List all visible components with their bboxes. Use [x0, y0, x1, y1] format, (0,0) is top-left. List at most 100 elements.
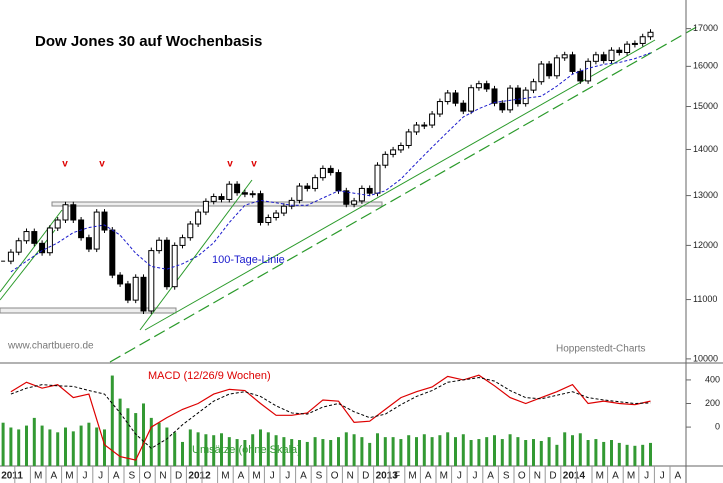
volume-bar [563, 432, 567, 466]
chart-title: Dow Jones 30 auf Wochenbasis [35, 33, 262, 50]
candle [335, 172, 342, 192]
volume-bar [547, 437, 551, 466]
volume-bar [415, 437, 418, 466]
candle [343, 190, 350, 205]
x-tick-label: N [534, 471, 541, 482]
x-tick-label: N [159, 471, 166, 482]
x-tick-label: A [50, 471, 57, 482]
volume-bar [298, 440, 301, 466]
x-tick-label: M [440, 471, 448, 482]
x-tick-label: A [238, 471, 245, 482]
y-tick-label: 16000 [693, 61, 718, 71]
candle [491, 88, 498, 104]
candle [585, 60, 592, 82]
volume-bar [360, 437, 364, 466]
volume-bar [555, 444, 559, 466]
volume-bar [274, 435, 278, 466]
candle [592, 54, 599, 62]
y-tick-label: 400 [705, 374, 720, 384]
marker: v [99, 159, 105, 170]
volume-bar [243, 440, 247, 466]
volume-bar [1, 422, 5, 466]
x-tick-label: J [644, 471, 649, 482]
candle [468, 87, 475, 112]
y-tick-label: 17000 [693, 23, 718, 33]
x-tick-label: N [347, 471, 354, 482]
volume-bar [524, 440, 528, 466]
x-tick-label: M [65, 471, 73, 482]
candle [241, 192, 248, 195]
candle [62, 204, 69, 221]
volume-bar [204, 434, 208, 466]
volume-bar [142, 403, 145, 466]
candle [577, 70, 584, 82]
x-tick-label: M [221, 471, 229, 482]
candle [327, 167, 334, 174]
x-tick-label: A [300, 471, 307, 482]
volume-bar [79, 425, 83, 466]
volume-bar [571, 435, 574, 466]
y-tick-label: 200 [705, 398, 720, 408]
candle [616, 49, 623, 54]
trend-line [144, 39, 656, 331]
volume-bar [227, 437, 231, 466]
volume-bar [9, 427, 13, 466]
volume-bar [344, 432, 348, 466]
volume-bar [337, 437, 340, 466]
volume-bar [87, 422, 91, 466]
candle [132, 276, 139, 301]
candle [7, 251, 14, 262]
volume-bar [383, 437, 387, 466]
volume-bar [251, 434, 255, 466]
volume-bar [446, 432, 450, 466]
y-tick-label: 11000 [693, 294, 717, 304]
signal-line [10, 377, 651, 449]
marker: v [227, 159, 233, 170]
candle [273, 212, 280, 219]
candle [530, 81, 537, 91]
x-tick-label: J [660, 471, 665, 482]
volume-bar [376, 433, 379, 466]
candle [218, 196, 225, 200]
candle [319, 167, 326, 179]
candle [39, 242, 46, 254]
volume-bar [64, 427, 67, 466]
candle [366, 187, 373, 194]
x-tick-label: J [457, 471, 462, 482]
x-tick-label: S [128, 471, 135, 482]
volume-bar [126, 408, 130, 466]
candle [179, 237, 186, 246]
x-tick-label: M [627, 471, 635, 482]
x-tick-label: A [113, 471, 120, 482]
macd-line [10, 374, 651, 461]
volume-bar [290, 439, 294, 466]
volume-bar [485, 437, 489, 466]
candle [31, 231, 38, 244]
candle [436, 101, 443, 115]
candle [639, 36, 646, 44]
candle [234, 183, 241, 194]
volume-bar [500, 439, 504, 466]
x-tick-label: D [175, 471, 182, 482]
volume-bar [641, 444, 645, 466]
candle [475, 83, 482, 89]
volume-bar [118, 398, 122, 466]
x-tick-label: J [285, 471, 290, 482]
candle [600, 54, 607, 62]
candle [140, 276, 147, 312]
candle [288, 199, 295, 207]
candle [647, 31, 654, 38]
candle [15, 240, 22, 253]
trend-line [109, 24, 701, 363]
support-band [0, 307, 177, 314]
trend-line [0, 209, 63, 293]
volume-bar [539, 440, 543, 466]
x-tick-label: S [503, 471, 510, 482]
y-tick-label: 14000 [693, 144, 718, 154]
volume-bar [259, 429, 262, 466]
x-tick-label: O [331, 471, 339, 482]
x-tick-label: M [34, 471, 42, 482]
credit: Hoppenstedt-Charts [556, 344, 646, 355]
y-tick-label: 15000 [693, 101, 718, 111]
